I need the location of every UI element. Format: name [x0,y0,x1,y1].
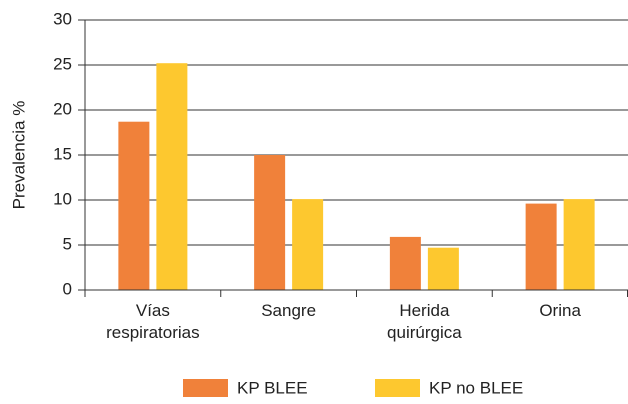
legend-label: KP no BLEE [429,378,523,397]
bar [156,63,188,291]
y-tick-label: 30 [53,9,72,28]
legend-label: KP BLEE [237,378,308,397]
bar [389,236,421,290]
y-tick-label: 5 [63,234,72,253]
legend-swatch [183,379,228,397]
bar [118,121,150,290]
y-tick-label: 20 [53,99,72,118]
bar [254,155,286,290]
x-tick-label: Vías respiratorias [106,301,200,342]
bar [563,199,595,290]
y-tick-label: 15 [53,144,72,163]
x-tick-label: Sangre [261,301,317,320]
y-tick-label: 25 [53,54,72,73]
x-tick-label: Orina [539,301,581,320]
bar [292,199,324,290]
bar [427,247,459,290]
bar [525,203,557,290]
y-tick-label: 10 [53,189,72,208]
y-tick-label: 0 [63,279,72,298]
legend-swatch [375,379,420,397]
x-tick-label: Herida quirúrgica [387,301,462,342]
y-axis-label: Prevalencia % [9,101,28,210]
